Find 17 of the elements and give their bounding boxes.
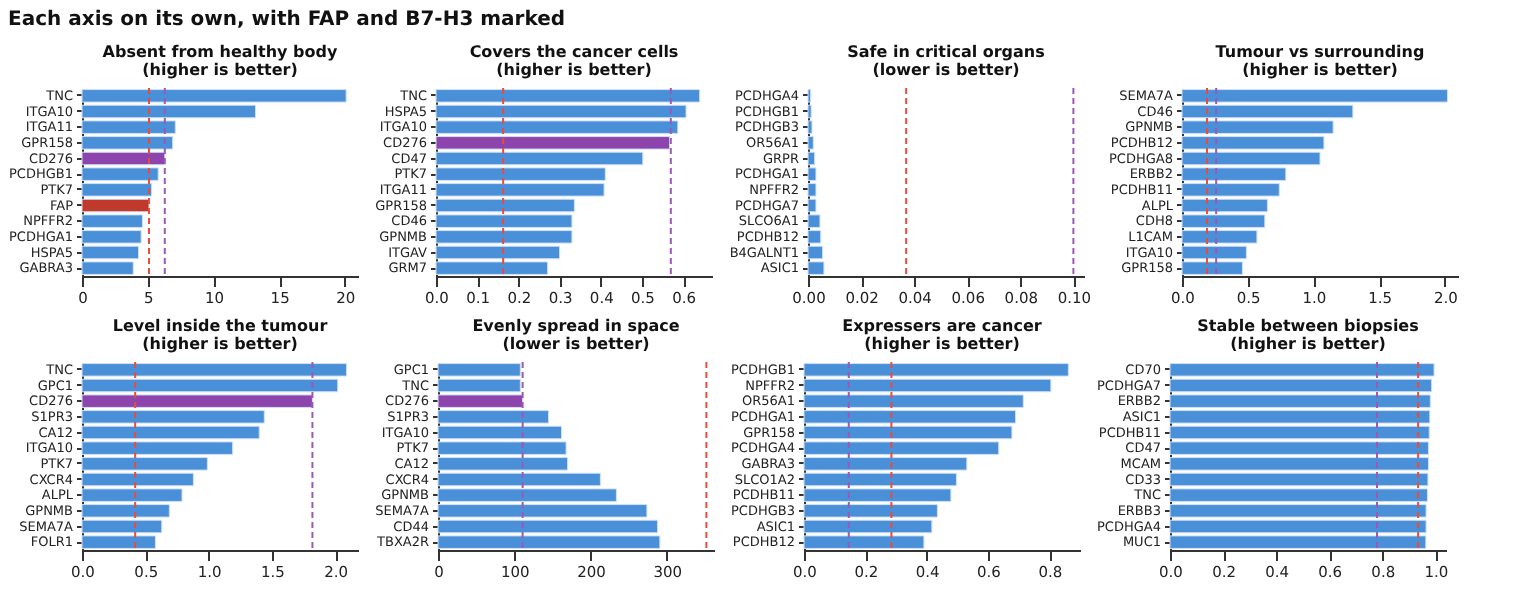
chart-title: Stable between biopsies bbox=[1197, 317, 1420, 335]
chart-title: Covers the cancer cells bbox=[469, 43, 679, 61]
chart-title: Absent from healthy body bbox=[102, 43, 339, 61]
chart-subtitle: (lower is better) bbox=[502, 335, 650, 353]
chart-subtitle: (higher is better) bbox=[864, 335, 1020, 353]
chart-title: Evenly spread in space bbox=[472, 317, 681, 335]
text: Each axis on its own, with FAP and B7-H3 marked bbox=[8, 9, 566, 31]
chart-title: Level inside the tumour bbox=[112, 317, 328, 335]
chart-subtitle: (lower is better) bbox=[872, 61, 1020, 79]
chart-title: Tumour vs surrounding bbox=[1215, 43, 1425, 61]
chart-subtitle: (higher is better) bbox=[142, 61, 298, 79]
chart-subtitle: (higher is better) bbox=[142, 335, 298, 353]
chart-subtitle: (higher is better) bbox=[1242, 61, 1398, 79]
chart-title: Safe in critical organs bbox=[847, 43, 1046, 61]
chart-title: Expressers are cancer bbox=[842, 317, 1042, 335]
chart-subtitle: (higher is better) bbox=[496, 61, 652, 79]
chart-subtitle: (higher is better) bbox=[1230, 335, 1386, 353]
